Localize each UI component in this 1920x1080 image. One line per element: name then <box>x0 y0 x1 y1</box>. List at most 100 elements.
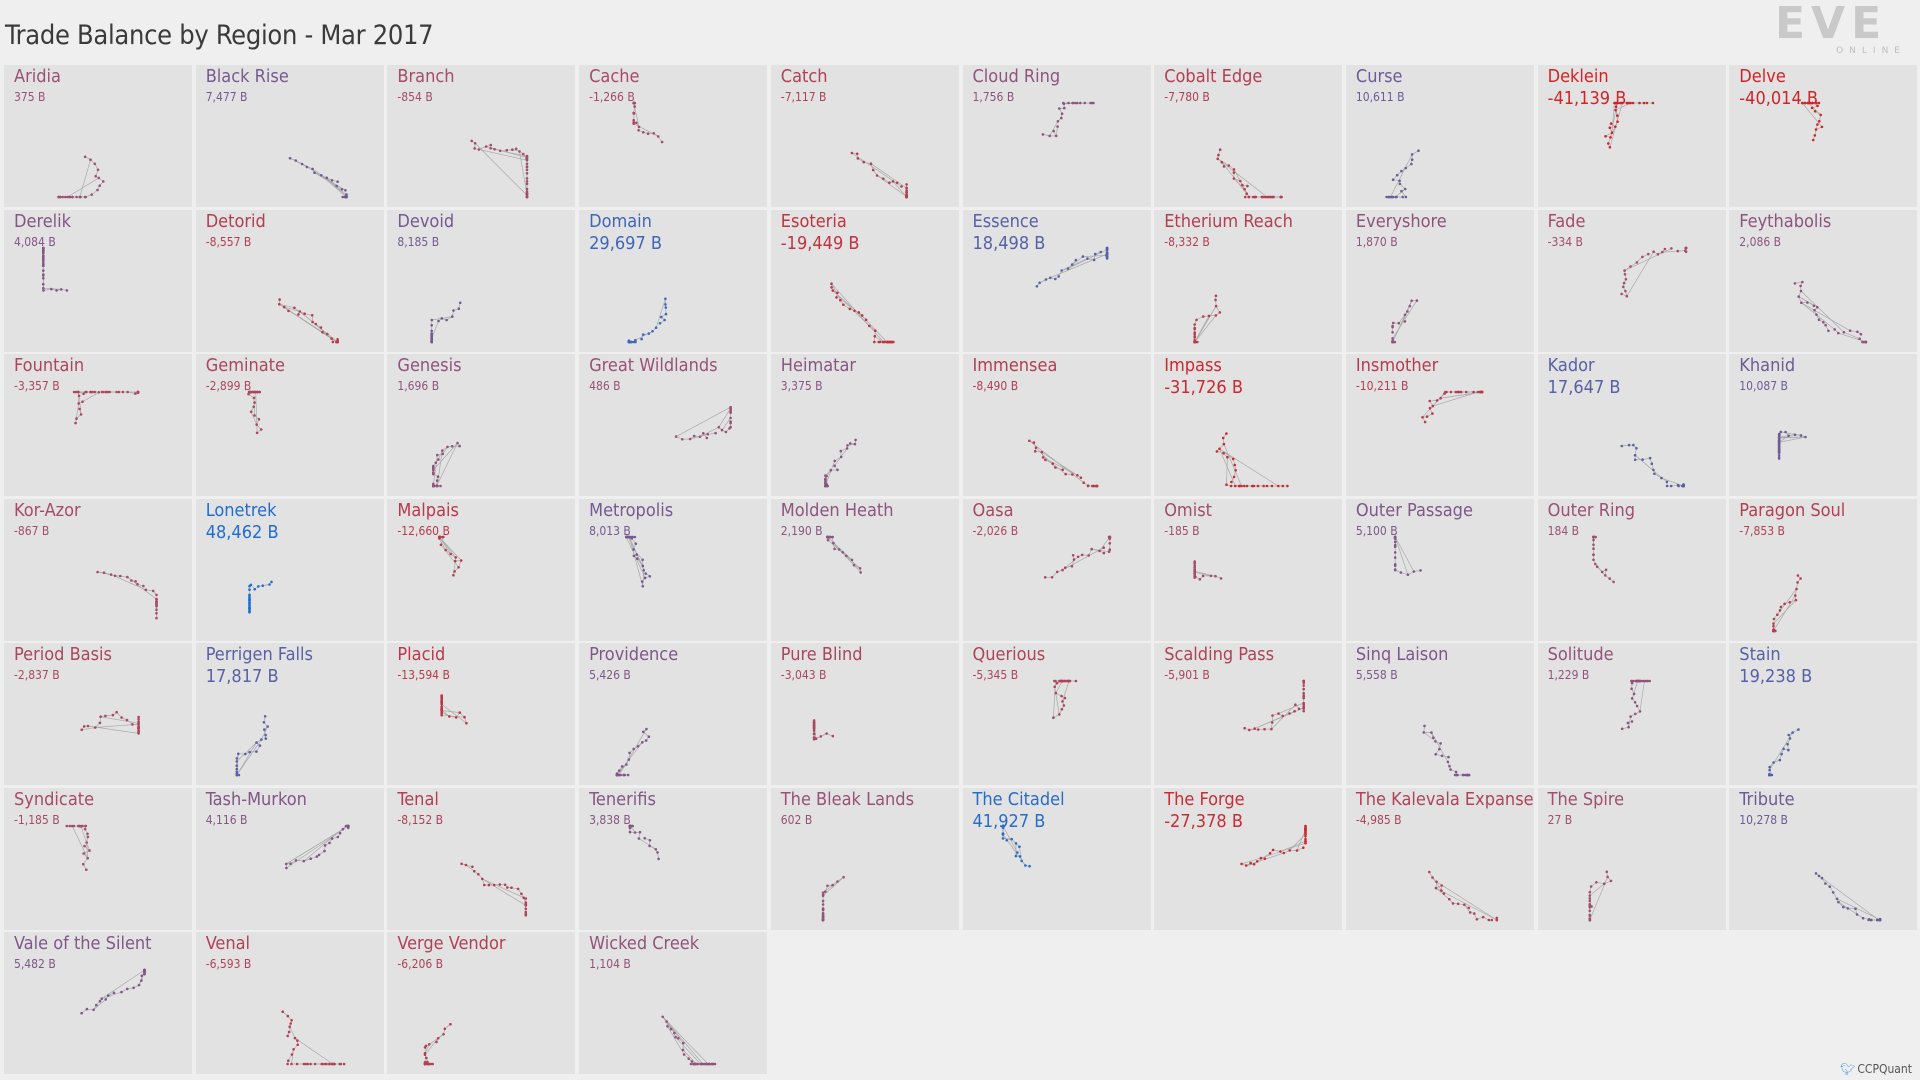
eve-online-logo: EVE ONLINE <box>1775 2 1910 60</box>
star-gate-link <box>635 330 653 341</box>
region-name: Solitude <box>1547 644 1614 665</box>
star-gate-link <box>676 406 731 437</box>
solar-system-dot <box>632 747 636 751</box>
solar-system-dot <box>96 570 99 573</box>
solar-system-dot <box>638 830 642 833</box>
region-name: Great Wildlands <box>589 355 718 376</box>
solar-system-dot <box>85 390 88 394</box>
solar-system-dot <box>1239 179 1242 183</box>
solar-system-dot <box>1075 474 1079 477</box>
solar-system-dot <box>1633 701 1636 704</box>
region-name: Branch <box>397 66 455 87</box>
solar-system-dot <box>1433 740 1437 743</box>
region-name: Period Basis <box>14 644 112 665</box>
solar-system-dot <box>237 773 240 777</box>
solar-system-dot <box>235 773 238 777</box>
solar-system-dot <box>1630 681 1633 685</box>
solar-system-dot <box>1634 446 1638 450</box>
solar-system-dot <box>631 824 634 827</box>
star-gate-link <box>1440 391 1482 399</box>
solar-system-dot <box>825 535 829 538</box>
region-tile: The Spire 27 B <box>1537 787 1726 930</box>
star-gate-link <box>1781 431 1802 436</box>
solar-system-dot <box>905 186 908 190</box>
solar-system-dot <box>1637 679 1641 683</box>
solar-system-dot <box>821 912 825 915</box>
star-gate-link <box>1463 904 1471 913</box>
solar-system-dot <box>426 1062 430 1066</box>
solar-system-dot <box>1600 570 1604 573</box>
solar-system-dot <box>1791 731 1795 734</box>
solar-system-dot <box>108 390 111 394</box>
region-tile: Deklein -41,139 B <box>1537 65 1726 207</box>
solar-system-dot <box>1604 568 1607 571</box>
solar-system-dot <box>1837 900 1840 903</box>
solar-system-dot <box>457 565 461 569</box>
solar-system-dot <box>489 143 493 147</box>
solar-system-dot <box>102 570 106 574</box>
solar-system-dot <box>262 728 266 731</box>
solar-system-dot <box>1642 101 1645 105</box>
solar-system-dot <box>1302 694 1306 697</box>
solar-system-dot <box>1425 415 1429 418</box>
solar-system-dot <box>1265 484 1269 488</box>
solar-system-dot <box>1631 679 1635 683</box>
solar-system-dot <box>881 177 885 180</box>
star-gate-link <box>1801 301 1836 330</box>
solar-system-dot <box>1856 330 1859 333</box>
star-gate-link <box>1802 102 1823 128</box>
solar-system-dot <box>284 866 288 869</box>
region-name: Feythabolis <box>1739 210 1832 232</box>
solar-system-dot <box>1665 480 1668 484</box>
region-name: Domain <box>589 210 652 232</box>
solar-system-dot <box>1044 277 1047 281</box>
star-gate-link <box>1394 536 1409 575</box>
solar-system-dot <box>42 253 45 257</box>
solar-system-dot <box>449 1022 453 1026</box>
star-gate-link <box>831 282 884 342</box>
solar-system-dot <box>1878 918 1881 921</box>
region-tile: Providence 5,426 B <box>579 643 768 785</box>
solar-system-dot <box>1060 707 1063 711</box>
solar-system-dot <box>628 830 632 833</box>
solar-system-dot <box>642 568 646 572</box>
solar-system-dot <box>666 1025 669 1028</box>
region-star-map <box>615 727 651 777</box>
solar-system-dot <box>673 1031 676 1035</box>
solar-system-dot <box>1806 101 1810 105</box>
solar-system-dot <box>1588 905 1591 908</box>
solar-system-dot <box>89 158 92 161</box>
solar-system-dot <box>1849 328 1852 332</box>
solar-system-dot <box>247 610 251 614</box>
solar-system-dot <box>235 767 238 771</box>
solar-system-dot <box>823 889 827 893</box>
solar-system-dot <box>75 195 78 199</box>
solar-system-dot <box>615 773 619 777</box>
solar-system-dot <box>249 410 253 414</box>
solar-system-dot <box>1268 851 1272 855</box>
star-gate-link <box>479 149 528 161</box>
solar-system-dot <box>1009 837 1013 840</box>
solar-system-dot <box>155 604 158 607</box>
solar-system-dot <box>1793 281 1797 285</box>
solar-system-dot <box>1001 824 1004 827</box>
star-gate-link <box>1041 451 1081 478</box>
star-gate-link <box>100 716 139 724</box>
region-star-map <box>42 246 69 292</box>
solar-system-dot <box>289 1022 292 1025</box>
solar-system-dot <box>458 444 462 448</box>
region-tile: Kador 17,647 B <box>1537 354 1726 496</box>
logo-letters: EVE <box>1775 0 1888 49</box>
solar-system-dot <box>247 606 251 609</box>
region-name: Perrigen Falls <box>205 644 313 665</box>
solar-system-dot <box>1456 902 1460 905</box>
solar-system-dot <box>869 162 873 165</box>
solar-system-dot <box>288 861 292 865</box>
solar-system-dot <box>65 824 69 827</box>
solar-system-dot <box>290 1053 293 1056</box>
solar-system-dot <box>93 162 97 166</box>
solar-system-dot <box>1073 101 1077 105</box>
author-credit[interactable]: 🐦︎ CCPQuant <box>1840 1062 1912 1076</box>
solar-system-dot <box>690 1060 694 1063</box>
star-gate-link <box>1631 680 1638 699</box>
